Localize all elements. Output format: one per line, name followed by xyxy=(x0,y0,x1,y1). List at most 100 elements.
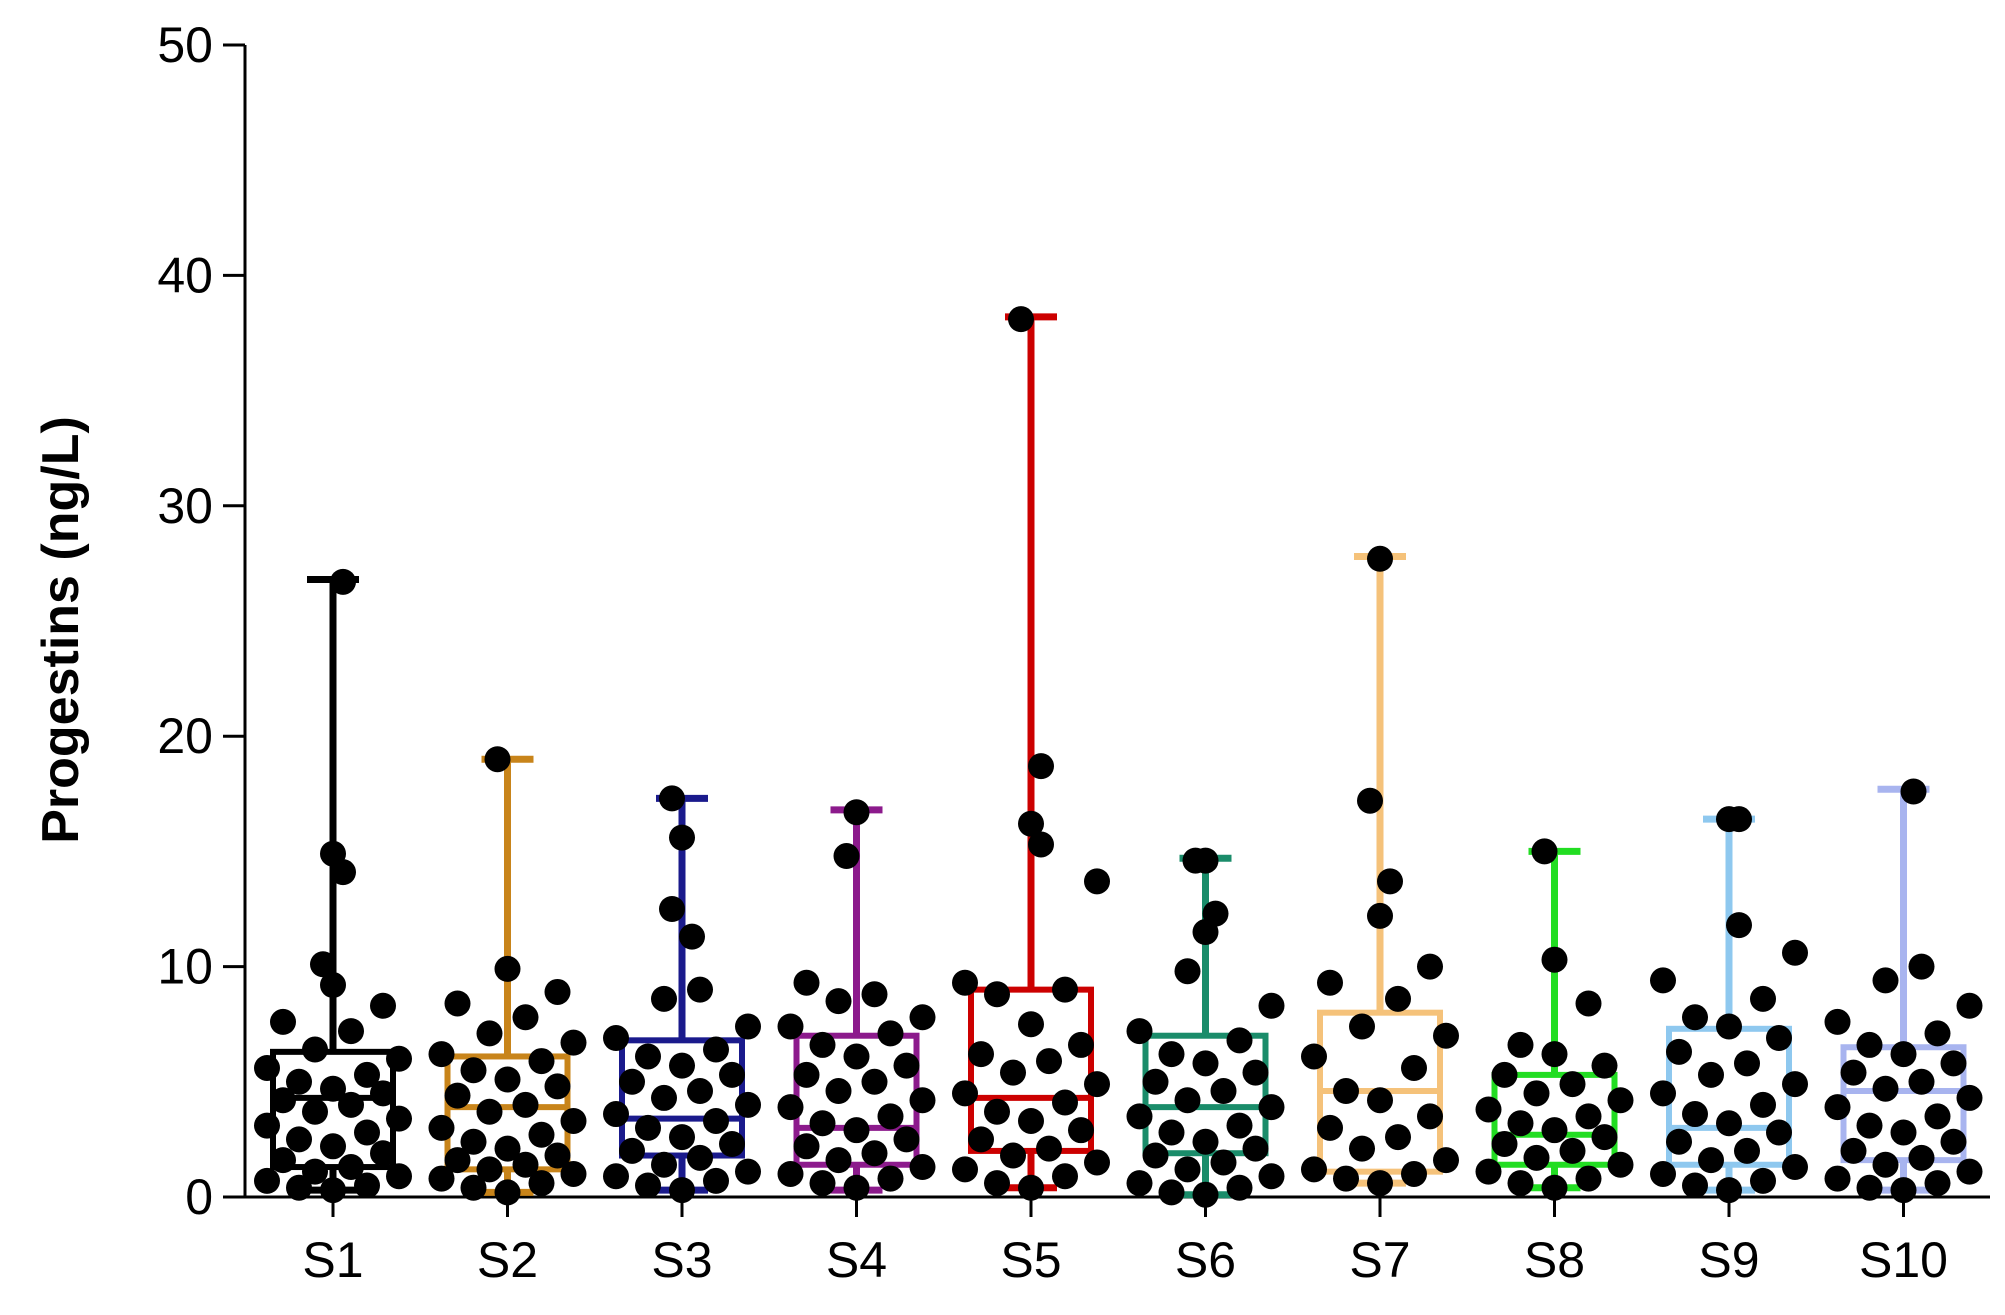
data-point xyxy=(1872,967,1899,994)
data-point xyxy=(669,1177,695,1204)
data-point xyxy=(354,1061,380,1088)
data-point xyxy=(1357,787,1383,814)
box-s1 xyxy=(254,568,412,1204)
data-point xyxy=(1750,1091,1776,1118)
data-point xyxy=(909,1154,936,1181)
x-tick-label: S7 xyxy=(1349,1232,1410,1288)
data-point xyxy=(1401,1054,1427,1081)
data-point xyxy=(338,1091,364,1118)
data-point xyxy=(1559,1071,1586,1098)
x-axis: S1 S2 S3 S4 S5 S6 S7 S8 S9 S10 xyxy=(245,1195,1990,1288)
data-point xyxy=(1068,1117,1094,1144)
data-point xyxy=(1433,1147,1459,1174)
data-point xyxy=(1750,985,1776,1012)
data-point xyxy=(254,1054,280,1081)
data-point xyxy=(1840,1059,1867,1086)
data-point xyxy=(1650,967,1676,994)
data-point xyxy=(619,1137,645,1164)
data-point xyxy=(777,1094,804,1121)
data-point xyxy=(494,1066,521,1093)
data-point xyxy=(1052,1163,1078,1190)
data-point xyxy=(735,1158,761,1185)
data-point xyxy=(1226,1174,1253,1201)
data-point xyxy=(1367,1170,1393,1197)
data-point xyxy=(1682,1101,1708,1128)
data-point xyxy=(1018,1107,1044,1134)
data-point xyxy=(528,1048,555,1075)
data-point xyxy=(1856,1112,1883,1139)
data-point xyxy=(270,1008,296,1035)
y-axis: 0 10 20 30 40 50 xyxy=(157,17,247,1225)
data-point xyxy=(1084,1071,1110,1098)
data-point xyxy=(1210,1078,1237,1105)
data-point xyxy=(1367,545,1393,572)
data-point xyxy=(1068,1031,1094,1058)
data-point xyxy=(1258,1163,1285,1190)
data-point xyxy=(703,1167,729,1194)
data-point xyxy=(825,1078,852,1105)
data-point xyxy=(460,1057,487,1084)
box-s4 xyxy=(777,799,936,1201)
data-point xyxy=(386,1045,412,1072)
data-point xyxy=(1856,1174,1883,1201)
data-point xyxy=(1174,1087,1201,1114)
data-point xyxy=(1367,902,1393,929)
data-point xyxy=(793,969,820,996)
data-point xyxy=(1559,1137,1586,1164)
data-point xyxy=(544,1142,571,1169)
box-s7 xyxy=(1301,545,1459,1197)
data-point xyxy=(1018,1174,1044,1201)
data-point xyxy=(679,923,705,950)
data-point xyxy=(1824,1094,1851,1121)
data-point xyxy=(1008,306,1034,333)
data-point xyxy=(825,988,852,1015)
data-point xyxy=(1698,1147,1724,1174)
data-point xyxy=(1872,1151,1899,1178)
data-point xyxy=(370,992,396,1019)
data-point xyxy=(735,1091,761,1118)
data-point xyxy=(320,972,346,999)
data-point xyxy=(1541,1174,1568,1201)
data-point xyxy=(386,1105,412,1132)
data-point xyxy=(1126,1103,1153,1130)
data-point xyxy=(354,1172,380,1199)
data-point xyxy=(1856,1031,1883,1058)
data-point xyxy=(1126,1018,1153,1045)
data-point xyxy=(512,1004,539,1031)
data-point xyxy=(320,840,346,867)
data-point xyxy=(659,785,685,812)
data-point xyxy=(1575,1165,1602,1192)
data-point xyxy=(861,1068,888,1095)
data-point xyxy=(460,1128,487,1155)
data-point xyxy=(1210,1149,1237,1176)
data-point xyxy=(861,1140,888,1167)
data-point xyxy=(1940,1050,1967,1077)
box-s8 xyxy=(1475,838,1634,1201)
data-point xyxy=(1840,1137,1867,1164)
data-point xyxy=(1158,1119,1185,1146)
data-point xyxy=(444,1147,471,1174)
x-tick-label: S4 xyxy=(826,1232,887,1288)
data-point xyxy=(1824,1165,1851,1192)
data-point xyxy=(843,1117,870,1144)
data-point xyxy=(330,568,356,595)
data-point xyxy=(1908,953,1935,980)
data-point xyxy=(1142,1142,1169,1169)
data-point xyxy=(428,1114,455,1141)
data-point xyxy=(476,1098,503,1125)
data-point xyxy=(494,1135,521,1162)
data-point xyxy=(386,1163,412,1190)
data-point xyxy=(651,985,677,1012)
data-point xyxy=(302,1098,328,1125)
data-point xyxy=(1491,1131,1518,1158)
data-point xyxy=(735,1013,761,1040)
data-point xyxy=(1716,1177,1742,1204)
data-point xyxy=(635,1114,661,1141)
data-point xyxy=(1766,1025,1792,1052)
iqr-box xyxy=(968,986,1094,1154)
data-point xyxy=(560,1107,587,1134)
data-point xyxy=(968,1041,994,1068)
data-point xyxy=(893,1126,920,1153)
data-point xyxy=(302,1036,328,1063)
y-tick-label: 20 xyxy=(157,708,213,764)
